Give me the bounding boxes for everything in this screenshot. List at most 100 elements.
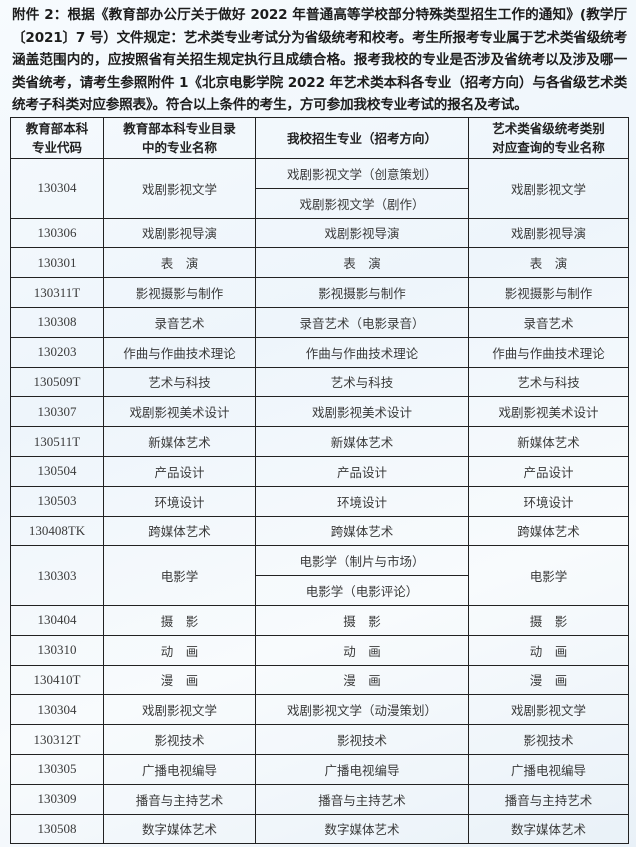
table-header-row: 教育部本科 专业代码 教育部本科专业目录 中的专业名称 我校招生专业（招考方向）… <box>10 117 629 159</box>
table-row: 130305 广播电视编导 广播电视编导 广播电视编导 <box>10 753 629 785</box>
table-row: 130307 戏剧影视美术设计 戏剧影视美术设计 戏剧影视美术设计 <box>10 396 629 428</box>
major-code-cell: 130312T <box>10 724 104 755</box>
major-code-cell: 130404 <box>10 604 104 636</box>
catalog-name-cell: 环境设计 <box>103 485 256 517</box>
category-cell: 影视技术 <box>468 724 629 755</box>
header-code: 教育部本科 专业代码 <box>10 117 104 159</box>
major-code-cell: 130310 <box>10 634 104 666</box>
category-cell: 艺术与科技 <box>468 366 629 398</box>
school-major-cell: 产品设计 <box>255 455 469 487</box>
table-row: 130504 产品设计 产品设计 产品设计 <box>10 455 629 487</box>
table-row: 130301 表 演表 演表 演 <box>10 247 629 279</box>
major-code-cell: 130308 <box>10 306 104 338</box>
school-major-cell: 电影学（电影评论） <box>255 575 469 606</box>
category-cell: 产品设计 <box>468 455 629 487</box>
catalog-name-cell: 表 演 <box>103 247 256 279</box>
table-row: 130311T 影视摄影与制作 影视摄影与制作 影视摄影与制作 <box>10 277 629 308</box>
catalog-name-cell: 影视技术 <box>103 724 256 755</box>
catalog-name-cell: 戏剧影视美术设计 <box>103 396 256 428</box>
table-row: 130306 戏剧影视导演 戏剧影视导演 戏剧影视导演 <box>10 217 629 249</box>
school-major-cell: 数字媒体艺术 <box>255 813 469 845</box>
school-major-cell: 动 画 <box>255 634 469 666</box>
major-code-cell: 130301 <box>10 247 104 279</box>
school-major-cell: 环境设计 <box>255 485 469 517</box>
school-major-cell: 影视技术 <box>255 724 469 755</box>
school-major-cell: 跨媒体艺术 <box>255 515 469 547</box>
school-major-cell: 录音艺术（电影录音） <box>255 306 469 338</box>
catalog-name-cell: 戏剧影视文学 <box>103 694 256 726</box>
category-cell: 戏剧影视文学 <box>468 694 629 726</box>
table-row: 130304 戏剧影视文学 戏剧影视文学（创意策划） 戏剧影视文学 <box>10 158 629 219</box>
school-major-cell: 广播电视编导 <box>255 753 469 785</box>
table-row: 130509T 艺术与科技 艺术与科技 艺术与科技 <box>10 366 629 398</box>
major-code-cell: 130311T <box>10 277 104 308</box>
table-row: 130203 作曲与作曲技术理论 作曲与作曲技术理论 作曲与作曲技术理论 <box>10 336 629 368</box>
school-major-cell: 戏剧影视文学（剧作） <box>255 187 469 219</box>
catalog-name-cell: 跨媒体艺术 <box>103 515 256 547</box>
table-row: 130410T 漫 画漫 画漫 画 <box>10 664 629 696</box>
catalog-name-cell: 戏剧影视导演 <box>103 217 256 249</box>
header-school-major: 我校招生专业（招考方向） <box>255 117 469 159</box>
school-major-cell: 戏剧影视导演 <box>255 217 469 249</box>
catalog-name-cell: 新媒体艺术 <box>103 426 256 457</box>
header-category: 艺术类省级统考类别 对应查询的专业名称 <box>468 117 629 159</box>
catalog-name-cell: 数字媒体艺术 <box>103 813 256 845</box>
category-cell: 播音与主持艺术 <box>468 783 629 815</box>
category-cell: 电影学 <box>468 545 629 606</box>
major-code-cell: 130508 <box>10 813 104 845</box>
school-major-cell: 新媒体艺术 <box>255 426 469 457</box>
major-table: 教育部本科 专业代码 教育部本科专业目录 中的专业名称 我校招生专业（招考方向）… <box>10 117 629 845</box>
category-cell: 环境设计 <box>468 485 629 517</box>
major-code-cell: 130304 <box>10 694 104 726</box>
table-row: 130303 电影学 电影学（制片与市场） 电影学 <box>10 545 629 606</box>
category-cell: 漫 画 <box>468 664 629 696</box>
category-cell: 广播电视编导 <box>468 753 629 785</box>
header-category-text: 艺术类省级统考类别 对应查询的专业名称 <box>492 121 605 155</box>
major-code-cell: 130305 <box>10 753 104 785</box>
category-cell: 新媒体艺术 <box>468 426 629 457</box>
category-cell: 录音艺术 <box>468 306 629 338</box>
catalog-name-cell: 戏剧影视文学 <box>103 158 256 219</box>
school-major-cell: 作曲与作曲技术理论 <box>255 336 469 368</box>
table-row: 130408TK 跨媒体艺术 跨媒体艺术 跨媒体艺术 <box>10 515 629 547</box>
category-cell: 摄 影 <box>468 604 629 636</box>
table-row: 130511T 新媒体艺术 新媒体艺术 新媒体艺术 <box>10 426 629 457</box>
table-row: 130310 动 画动 画动 画 <box>10 634 629 666</box>
table-row: 130308 录音艺术 录音艺术（电影录音） 录音艺术 <box>10 306 629 338</box>
major-code-cell: 130304 <box>10 158 104 219</box>
school-major-cell: 戏剧影视文学（创意策划） <box>255 158 469 189</box>
catalog-name-cell: 影视摄影与制作 <box>103 277 256 308</box>
school-major-cell: 漫 画 <box>255 664 469 696</box>
table-row: 130304 戏剧影视文学 戏剧影视文学（动漫策划） 戏剧影视文学 <box>10 694 629 726</box>
category-cell: 表 演 <box>468 247 629 279</box>
catalog-name-cell: 录音艺术 <box>103 306 256 338</box>
category-cell: 数字媒体艺术 <box>468 813 629 845</box>
major-code-cell: 130203 <box>10 336 104 368</box>
catalog-name-cell: 漫 画 <box>103 664 256 696</box>
catalog-name-cell: 艺术与科技 <box>103 366 256 398</box>
catalog-name-cell: 电影学 <box>103 545 256 606</box>
header-major-text: 我校招生专业（招考方向） <box>286 130 437 146</box>
catalog-name-cell: 摄 影 <box>103 604 256 636</box>
major-code-cell: 130303 <box>10 545 104 606</box>
header-code-text: 教育部本科 专业代码 <box>25 121 89 155</box>
table-body: 130304 戏剧影视文学 戏剧影视文学（创意策划） 戏剧影视文学 戏剧影视文学（剧作）… <box>10 158 629 845</box>
catalog-name-cell: 动 画 <box>103 634 256 666</box>
major-code-cell: 130408TK <box>10 515 104 547</box>
table-row: 130503 环境设计 环境设计 环境设计 <box>10 485 629 517</box>
catalog-name-cell: 播音与主持艺术 <box>103 783 256 815</box>
table-row: 戏剧影视文学（剧作） <box>11 187 629 219</box>
school-major-cell: 艺术与科技 <box>255 366 469 398</box>
major-code-cell: 130410T <box>10 664 104 696</box>
header-catalog-name: 教育部本科专业目录 中的专业名称 <box>103 117 256 159</box>
table-row: 130312T 影视技术 影视技术 影视技术 <box>10 724 629 755</box>
category-cell: 戏剧影视美术设计 <box>468 396 629 428</box>
school-major-cell: 摄 影 <box>255 604 469 636</box>
school-major-cell: 表 演 <box>255 247 469 279</box>
category-cell: 动 画 <box>468 634 629 666</box>
major-code-cell: 130306 <box>10 217 104 249</box>
school-major-cell: 影视摄影与制作 <box>255 277 469 308</box>
major-code-cell: 130309 <box>10 783 104 815</box>
category-cell: 影视摄影与制作 <box>468 277 629 308</box>
table-row: 130309 播音与主持艺术 播音与主持艺术 播音与主持艺术 <box>10 783 629 815</box>
